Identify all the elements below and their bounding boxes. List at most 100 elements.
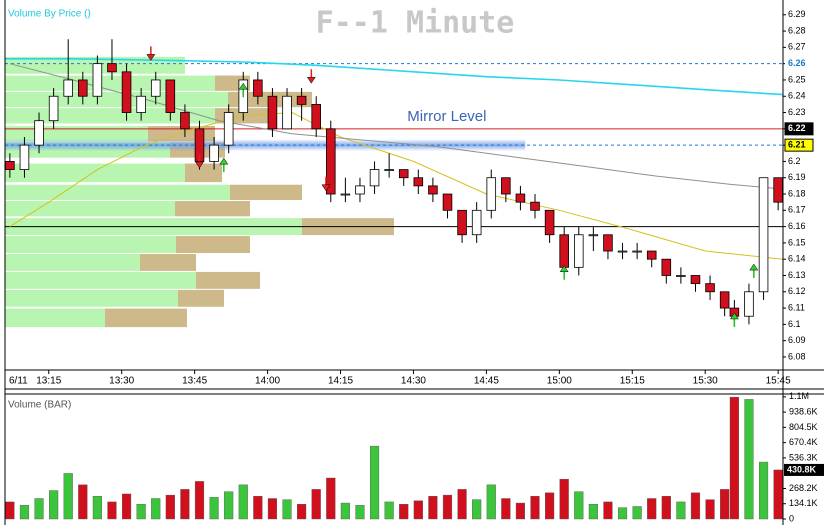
volume-bar	[282, 499, 292, 520]
y-tick-label: 6.1	[788, 319, 801, 329]
last-volume-box	[784, 463, 824, 476]
moving-average	[9, 63, 784, 190]
candle-body	[544, 209, 555, 236]
volume-bar	[574, 491, 584, 520]
vbp-label: Volume By Price ()	[8, 9, 91, 20]
candle-body	[471, 209, 482, 236]
candle-body	[690, 275, 701, 285]
y-tick-label: 6.11	[788, 302, 805, 312]
volume-tick-label: 804.5K	[789, 422, 818, 432]
candle-body	[661, 258, 672, 276]
volume-bar	[19, 505, 30, 520]
candle-body	[121, 71, 132, 113]
y-tick-label: 6.18	[788, 188, 806, 198]
vbp-up-bar	[5, 184, 230, 201]
volume-bar	[457, 489, 467, 520]
x-tick-label: 14:30	[401, 376, 426, 387]
signal-arrow	[146, 54, 156, 61]
candle-body	[78, 79, 88, 97]
candle-body	[428, 185, 438, 195]
volume-bar	[603, 501, 613, 520]
candle-body	[676, 275, 686, 277]
volume-bar	[559, 478, 569, 520]
y-tick-label: 6.24	[788, 91, 806, 101]
volume-bar	[530, 496, 540, 520]
y-tick-label: 6.19	[788, 172, 806, 182]
volume-bar	[515, 502, 526, 520]
y-tick-label: 6.14	[788, 254, 806, 264]
y-tick-label: 6.16	[788, 221, 806, 231]
signal-arrow	[729, 312, 739, 320]
volume-bar	[63, 473, 73, 520]
y-tick-label: 6.23	[788, 107, 806, 117]
candle-body	[603, 234, 613, 252]
volume-bar	[501, 498, 511, 520]
volume-tick-label: 134.1K	[789, 498, 818, 508]
volume-bar	[253, 496, 263, 520]
y-tick-label: 6.25	[788, 74, 806, 84]
volume-bar	[758, 461, 769, 520]
candle-body	[19, 144, 30, 170]
x-tick-label: 14:00	[255, 376, 280, 387]
volume-bar	[428, 496, 438, 520]
moving-average	[5, 58, 784, 96]
level-label-box	[784, 122, 814, 136]
candle-body	[457, 209, 467, 236]
last-volume-label: 430.8K	[787, 464, 817, 474]
y-tick-label: 6.2	[788, 156, 801, 166]
candle-body	[209, 144, 219, 162]
level-label: 6.26	[788, 58, 806, 68]
volume-bar	[413, 500, 423, 520]
volume-bar	[92, 496, 102, 520]
candle-body	[48, 95, 59, 122]
volume-bar	[632, 506, 642, 520]
volume-bar	[34, 498, 44, 520]
candle-body	[632, 250, 642, 253]
volume-bar	[78, 484, 88, 520]
x-tick-label: 15:15	[620, 376, 645, 387]
vbp-down-bar	[230, 184, 302, 201]
vbp-down-bar	[185, 163, 222, 183]
signal-arrow	[195, 161, 204, 169]
candle-body	[758, 177, 769, 293]
vbp-up-bar	[5, 308, 105, 328]
volume-bar	[326, 477, 336, 520]
candle-body	[384, 169, 394, 171]
x-tick-label: 13:15	[36, 376, 61, 387]
vbp-down-bar	[175, 201, 250, 217]
volume-bar	[136, 503, 146, 520]
volume-bar	[773, 469, 783, 520]
date-label: 6/11	[9, 376, 28, 387]
volume-bar	[297, 503, 307, 520]
candle-body	[107, 63, 117, 73]
volume-bar	[486, 484, 496, 520]
candle-body	[223, 112, 234, 146]
candle-body	[588, 234, 599, 237]
volume-tick-label: 536.3K	[789, 452, 818, 462]
candle-body	[515, 193, 526, 203]
candle-body	[180, 112, 190, 130]
volume-bar	[369, 445, 380, 520]
y-tick-label: 6.29	[788, 9, 806, 19]
candle-body	[92, 63, 103, 97]
x-tick-label: 14:15	[328, 376, 353, 387]
volume-bar	[705, 499, 715, 520]
y-tick-label: 6.28	[788, 25, 806, 35]
candle-body	[773, 177, 783, 203]
candle-body	[355, 185, 365, 195]
candle-body	[5, 161, 15, 170]
volume-bar	[224, 491, 234, 520]
level-label-box	[785, 57, 813, 70]
volume-bar	[399, 503, 409, 520]
vbp-up-bar	[5, 253, 140, 271]
volume-tick-label: 268.2K	[789, 483, 818, 493]
volume-bar	[180, 489, 190, 520]
candle-body	[559, 234, 569, 268]
volume-bar	[151, 498, 161, 520]
candle-body	[136, 95, 146, 113]
candle-body	[719, 291, 730, 309]
signal-arrow	[559, 265, 569, 272]
candle-body	[705, 283, 715, 293]
signal-arrow	[749, 263, 759, 271]
